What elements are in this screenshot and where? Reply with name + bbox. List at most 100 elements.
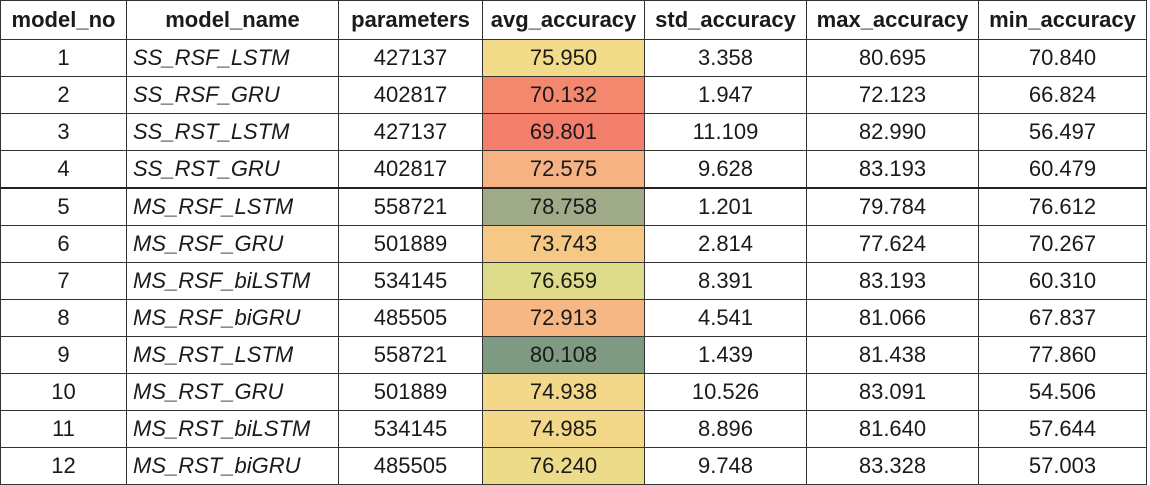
header-std-accuracy: std_accuracy (644, 0, 807, 40)
cell-parameters: 501889 (338, 373, 483, 411)
cell-parameters: 427137 (338, 39, 483, 77)
table-row: 12 MS_RST_biGRU 485505 76.240 9.748 83.3… (0, 447, 1147, 485)
cell-parameters: 402817 (338, 150, 483, 189)
cell-model-name: MS_RST_biGRU (126, 447, 339, 485)
cell-avg-accuracy: 76.659 (482, 262, 645, 300)
cell-model-no: 4 (0, 150, 127, 189)
cell-parameters: 402817 (338, 76, 483, 114)
cell-max-accuracy: 83.193 (806, 262, 979, 300)
cell-min-accuracy: 70.840 (978, 39, 1147, 77)
cell-model-name: MS_RSF_biGRU (126, 299, 339, 337)
cell-avg-accuracy: 73.743 (482, 225, 645, 263)
cell-std-accuracy: 1.947 (644, 76, 807, 114)
cell-min-accuracy: 70.267 (978, 225, 1147, 263)
cell-avg-accuracy: 69.801 (482, 113, 645, 151)
cell-model-no: 5 (0, 187, 127, 226)
cell-model-no: 11 (0, 410, 127, 448)
cell-max-accuracy: 79.784 (806, 187, 979, 226)
cell-parameters: 558721 (338, 187, 483, 226)
cell-parameters: 534145 (338, 262, 483, 300)
table-row: 3 SS_RST_LSTM 427137 69.801 11.109 82.99… (0, 113, 1147, 151)
cell-model-no: 7 (0, 262, 127, 300)
cell-model-name: SS_RST_LSTM (126, 113, 339, 151)
cell-max-accuracy: 77.624 (806, 225, 979, 263)
cell-std-accuracy: 3.358 (644, 39, 807, 77)
cell-model-no: 6 (0, 225, 127, 263)
table-row: 11 MS_RST_biLSTM 534145 74.985 8.896 81.… (0, 410, 1147, 448)
cell-std-accuracy: 8.896 (644, 410, 807, 448)
cell-min-accuracy: 56.497 (978, 113, 1147, 151)
cell-model-no: 8 (0, 299, 127, 337)
cell-avg-accuracy: 70.132 (482, 76, 645, 114)
cell-model-name: SS_RST_GRU (126, 150, 339, 189)
cell-max-accuracy: 82.990 (806, 113, 979, 151)
cell-std-accuracy: 1.439 (644, 336, 807, 374)
cell-avg-accuracy: 76.240 (482, 447, 645, 485)
cell-model-name: SS_RSF_LSTM (126, 39, 339, 77)
cell-avg-accuracy: 75.950 (482, 39, 645, 77)
cell-model-no: 2 (0, 76, 127, 114)
cell-avg-accuracy: 80.108 (482, 336, 645, 374)
header-model-name: model_name (126, 0, 339, 40)
cell-model-no: 1 (0, 39, 127, 77)
cell-max-accuracy: 81.438 (806, 336, 979, 374)
cell-parameters: 501889 (338, 225, 483, 263)
cell-model-no: 12 (0, 447, 127, 485)
cell-model-no: 10 (0, 373, 127, 411)
table-row: 7 MS_RSF_biLSTM 534145 76.659 8.391 83.1… (0, 262, 1147, 300)
cell-model-name: MS_RST_biLSTM (126, 410, 339, 448)
header-row: model_no model_name parameters avg_accur… (0, 0, 1147, 40)
cell-std-accuracy: 9.628 (644, 150, 807, 189)
table-row: 2 SS_RSF_GRU 402817 70.132 1.947 72.123 … (0, 76, 1147, 114)
cell-std-accuracy: 10.526 (644, 373, 807, 411)
cell-model-name: MS_RST_LSTM (126, 336, 339, 374)
cell-parameters: 558721 (338, 336, 483, 374)
cell-model-no: 9 (0, 336, 127, 374)
header-max-accuracy: max_accuracy (806, 0, 979, 40)
cell-max-accuracy: 80.695 (806, 39, 979, 77)
cell-parameters: 485505 (338, 447, 483, 485)
cell-min-accuracy: 57.644 (978, 410, 1147, 448)
cell-model-name: SS_RSF_GRU (126, 76, 339, 114)
cell-min-accuracy: 66.824 (978, 76, 1147, 114)
table-row: 8 MS_RSF_biGRU 485505 72.913 4.541 81.06… (0, 299, 1147, 337)
cell-avg-accuracy: 74.985 (482, 410, 645, 448)
cell-max-accuracy: 72.123 (806, 76, 979, 114)
cell-max-accuracy: 83.328 (806, 447, 979, 485)
cell-std-accuracy: 2.814 (644, 225, 807, 263)
table-row: 9 MS_RST_LSTM 558721 80.108 1.439 81.438… (0, 336, 1147, 374)
table-row: 5 MS_RSF_LSTM 558721 78.758 1.201 79.784… (0, 187, 1147, 226)
cell-model-name: MS_RSF_LSTM (126, 187, 339, 226)
header-min-accuracy: min_accuracy (978, 0, 1147, 40)
cell-parameters: 534145 (338, 410, 483, 448)
cell-min-accuracy: 67.837 (978, 299, 1147, 337)
cell-min-accuracy: 60.310 (978, 262, 1147, 300)
cell-parameters: 485505 (338, 299, 483, 337)
cell-avg-accuracy: 72.575 (482, 150, 645, 189)
cell-max-accuracy: 83.193 (806, 150, 979, 189)
table-row: 10 MS_RST_GRU 501889 74.938 10.526 83.09… (0, 373, 1147, 411)
cell-std-accuracy: 8.391 (644, 262, 807, 300)
table-row: 6 MS_RSF_GRU 501889 73.743 2.814 77.624 … (0, 225, 1147, 263)
cell-avg-accuracy: 72.913 (482, 299, 645, 337)
cell-min-accuracy: 60.479 (978, 150, 1147, 189)
header-model-no: model_no (0, 0, 127, 40)
cell-min-accuracy: 54.506 (978, 373, 1147, 411)
cell-std-accuracy: 9.748 (644, 447, 807, 485)
cell-min-accuracy: 77.860 (978, 336, 1147, 374)
table-row: 1 SS_RSF_LSTM 427137 75.950 3.358 80.695… (0, 39, 1147, 77)
cell-model-name: MS_RST_GRU (126, 373, 339, 411)
cell-min-accuracy: 76.612 (978, 187, 1147, 226)
cell-std-accuracy: 11.109 (644, 113, 807, 151)
header-parameters: parameters (338, 0, 483, 40)
cell-avg-accuracy: 78.758 (482, 187, 645, 226)
table-header: model_no model_name parameters avg_accur… (0, 0, 1147, 40)
cell-parameters: 427137 (338, 113, 483, 151)
table-body: 1 SS_RSF_LSTM 427137 75.950 3.358 80.695… (0, 39, 1147, 485)
cell-max-accuracy: 83.091 (806, 373, 979, 411)
cell-std-accuracy: 4.541 (644, 299, 807, 337)
cell-min-accuracy: 57.003 (978, 447, 1147, 485)
table-row: 4 SS_RST_GRU 402817 72.575 9.628 83.193 … (0, 150, 1147, 189)
cell-std-accuracy: 1.201 (644, 187, 807, 226)
cell-max-accuracy: 81.640 (806, 410, 979, 448)
